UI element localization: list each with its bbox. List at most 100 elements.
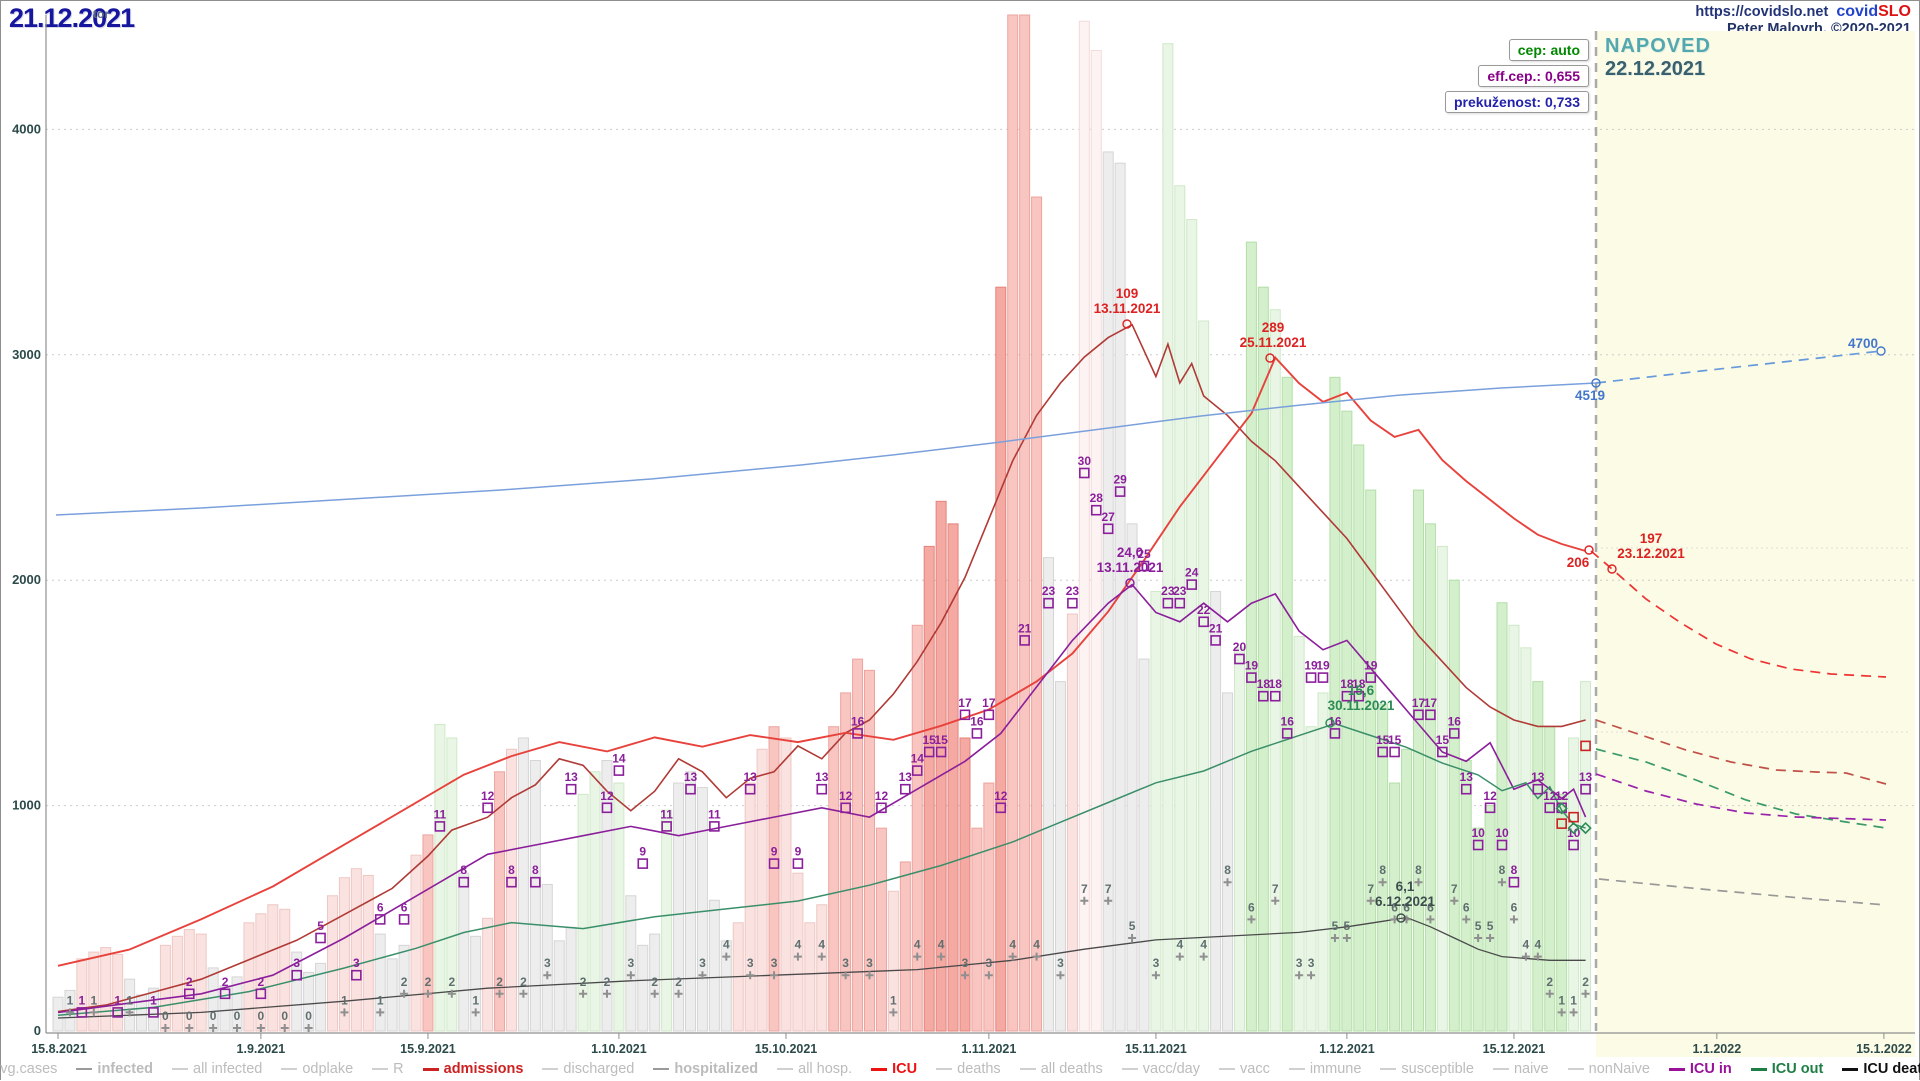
case-bar[interactable] bbox=[923, 545, 935, 1032]
case-bar[interactable] bbox=[171, 935, 183, 1032]
case-bar[interactable] bbox=[494, 771, 506, 1032]
case-bar[interactable] bbox=[577, 793, 589, 1032]
icu-in-daily-marker[interactable] bbox=[1305, 672, 1317, 683]
case-bar[interactable] bbox=[1568, 737, 1580, 1032]
icu-deaths-daily-marker[interactable] bbox=[447, 989, 456, 998]
icu-in-daily-marker[interactable] bbox=[1437, 746, 1448, 758]
icu-deaths-daily-marker[interactable] bbox=[1366, 896, 1375, 905]
case-bar[interactable] bbox=[124, 978, 136, 1032]
icu-deaths-daily-marker[interactable] bbox=[471, 1008, 480, 1017]
legend-item-deaths[interactable]: deaths bbox=[936, 1061, 1001, 1077]
case-bar[interactable] bbox=[267, 904, 279, 1032]
icu-in-daily-marker[interactable] bbox=[1281, 728, 1293, 739]
icu-in-daily-marker[interactable] bbox=[398, 914, 410, 925]
icu-deaths-daily-marker[interactable] bbox=[400, 989, 409, 998]
case-bar[interactable] bbox=[1222, 692, 1234, 1032]
case-bar[interactable] bbox=[1019, 14, 1031, 1032]
icu-deaths-daily-marker[interactable] bbox=[495, 989, 504, 998]
icu-in-daily-marker[interactable] bbox=[530, 876, 541, 888]
case-bar[interactable] bbox=[864, 669, 876, 1032]
case-bar[interactable] bbox=[374, 933, 386, 1032]
icu-deaths-daily-marker[interactable] bbox=[1462, 915, 1471, 924]
icu-deaths-daily-marker[interactable] bbox=[1151, 971, 1160, 980]
admissions-daily-marker[interactable] bbox=[1556, 818, 1567, 829]
icu-deaths-daily-marker[interactable] bbox=[626, 971, 635, 980]
icu-deaths-daily-marker[interactable] bbox=[1378, 878, 1387, 887]
case-bar[interactable] bbox=[1484, 805, 1496, 1032]
icu-in-daily-marker[interactable] bbox=[255, 988, 267, 1000]
case-bar[interactable] bbox=[517, 737, 529, 1032]
case-bar[interactable] bbox=[696, 787, 708, 1032]
icu-deaths-daily-marker[interactable] bbox=[376, 1008, 385, 1017]
case-bar[interactable] bbox=[434, 723, 446, 1032]
icu-deaths-daily-marker[interactable] bbox=[304, 1024, 313, 1032]
icu-deaths-daily-marker[interactable] bbox=[1581, 989, 1590, 998]
icu-deaths-daily-marker[interactable] bbox=[423, 989, 432, 998]
legend-item-all-deaths[interactable]: all deaths bbox=[1019, 1061, 1103, 1077]
case-bar[interactable] bbox=[338, 877, 350, 1032]
icu-deaths-daily-marker[interactable] bbox=[793, 952, 802, 961]
case-bar[interactable] bbox=[1066, 613, 1078, 1032]
icu-in-daily-marker[interactable] bbox=[1186, 579, 1198, 590]
case-bar[interactable] bbox=[1520, 647, 1532, 1032]
icu-in-daily-marker[interactable] bbox=[1472, 839, 1484, 851]
legend-item-icu-in[interactable]: ICU in bbox=[1668, 1061, 1732, 1077]
case-bar[interactable] bbox=[971, 827, 983, 1032]
icu-deaths-daily-marker[interactable] bbox=[889, 1008, 898, 1017]
icu-in-daily-marker[interactable] bbox=[1114, 486, 1126, 497]
icu-in-daily-marker[interactable] bbox=[1198, 616, 1209, 628]
icu-in-daily-marker[interactable] bbox=[1090, 504, 1102, 516]
icu-deaths-daily-marker[interactable] bbox=[1402, 915, 1411, 924]
legend-item-infected[interactable]: infected bbox=[76, 1061, 153, 1077]
admissions-daily-marker[interactable] bbox=[1568, 811, 1579, 823]
icu-deaths-daily-marker[interactable] bbox=[984, 971, 993, 980]
icu-deaths-daily-marker[interactable] bbox=[770, 971, 779, 980]
icu-in-daily-marker[interactable] bbox=[840, 802, 851, 814]
icu-deaths-daily-marker[interactable] bbox=[89, 1008, 98, 1017]
icu-in-daily-marker[interactable] bbox=[291, 969, 302, 981]
case-bar[interactable] bbox=[720, 940, 732, 1032]
icu-in-daily-marker[interactable] bbox=[1425, 709, 1436, 721]
icu-in-daily-marker[interactable] bbox=[661, 821, 672, 832]
icu-deaths-daily-marker[interactable] bbox=[841, 971, 850, 980]
case-bar[interactable] bbox=[326, 895, 338, 1032]
icu-in-daily-marker[interactable] bbox=[1067, 597, 1078, 609]
case-bar[interactable] bbox=[1198, 320, 1210, 1032]
case-bar[interactable] bbox=[1365, 489, 1377, 1032]
icu-deaths-daily-marker[interactable] bbox=[579, 989, 588, 998]
case-bar[interactable] bbox=[1054, 681, 1066, 1032]
case-bar[interactable] bbox=[565, 926, 577, 1032]
icu-in-daily-marker[interactable] bbox=[565, 783, 577, 795]
case-bar[interactable] bbox=[1281, 376, 1293, 1032]
case-bar[interactable] bbox=[1412, 489, 1424, 1032]
icu-deaths-daily-marker[interactable] bbox=[1474, 934, 1483, 942]
case-bar[interactable] bbox=[935, 500, 947, 1032]
case-bar[interactable] bbox=[637, 944, 649, 1032]
icu-deaths-daily-marker[interactable] bbox=[1175, 952, 1184, 961]
case-bar[interactable] bbox=[1580, 681, 1592, 1032]
case-bar[interactable] bbox=[899, 861, 911, 1032]
case-bar[interactable] bbox=[625, 895, 637, 1032]
case-bar[interactable] bbox=[1329, 376, 1341, 1032]
case-bar[interactable] bbox=[768, 726, 780, 1032]
legend-item-hospitalized[interactable]: hospitalized bbox=[653, 1061, 758, 1077]
case-bar[interactable] bbox=[673, 782, 685, 1032]
icu-deaths-daily-marker[interactable] bbox=[1247, 915, 1256, 924]
icu-in-daily-marker[interactable] bbox=[506, 876, 517, 888]
icu-in-daily-marker[interactable] bbox=[637, 858, 649, 869]
icu-deaths-daily-marker[interactable] bbox=[937, 952, 946, 961]
icu-in-daily-marker[interactable] bbox=[76, 1007, 88, 1018]
icu-out-daily-marker[interactable] bbox=[1567, 821, 1580, 835]
site-url-link[interactable]: https://covidslo.net bbox=[1695, 4, 1829, 20]
case-bar[interactable] bbox=[1186, 219, 1198, 1032]
legend-item-susceptible[interactable]: susceptible bbox=[1380, 1061, 1474, 1077]
legend-item-icu[interactable]: ICU bbox=[871, 1061, 917, 1077]
case-bar[interactable] bbox=[398, 944, 410, 1032]
icu-deaths-daily-marker[interactable] bbox=[256, 1024, 265, 1032]
icu-deaths-daily-marker[interactable] bbox=[1307, 971, 1316, 980]
icu-in-daily-marker[interactable] bbox=[458, 876, 470, 888]
case-bar[interactable] bbox=[1210, 590, 1222, 1032]
icu-in-daily-marker[interactable] bbox=[1413, 709, 1424, 721]
case-bar[interactable] bbox=[685, 771, 697, 1032]
case-bar[interactable] bbox=[1556, 793, 1568, 1032]
